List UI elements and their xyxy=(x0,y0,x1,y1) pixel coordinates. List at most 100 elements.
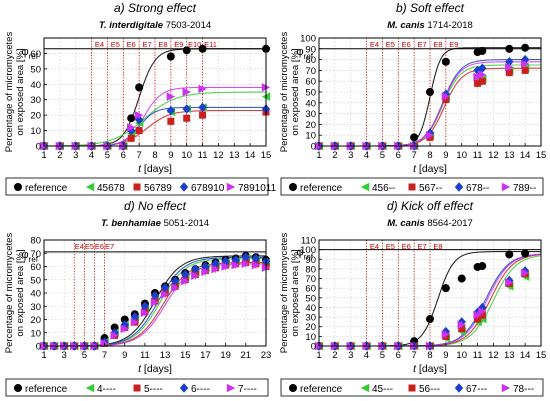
x-tick-label: 5 xyxy=(380,150,385,161)
y-axis-label: Percentage of micromyceteson exposed are… xyxy=(279,32,301,153)
phi-ref-label: φref xyxy=(297,46,314,61)
legend-marker xyxy=(289,183,297,191)
data-point xyxy=(457,320,466,329)
data-point xyxy=(166,52,175,61)
x-tick-label: 2 xyxy=(332,350,337,361)
y-tick-label: 0 xyxy=(36,142,41,153)
series-678-- xyxy=(314,54,530,151)
x-tick-label: 9 xyxy=(168,150,173,161)
x-tick-label: 5 xyxy=(105,150,110,161)
data-point xyxy=(150,290,160,301)
x-tick-label: 17 xyxy=(200,350,211,361)
event-label: E6 xyxy=(402,40,411,49)
event-label: E5 xyxy=(85,242,94,251)
data-point xyxy=(182,87,191,97)
x-axis-label: t [days] xyxy=(138,163,172,175)
data-point xyxy=(478,77,486,85)
x-tick-label: 8 xyxy=(427,150,432,161)
legend-label: reference xyxy=(25,384,68,395)
x-tick-label: 15 xyxy=(536,150,547,161)
data-point xyxy=(241,259,251,269)
y-axis-label-line2: on exposed area [%] xyxy=(290,249,301,336)
event-label: E7 xyxy=(417,242,426,251)
x-tick-label: 11 xyxy=(140,350,150,361)
x-tick-label: 11 xyxy=(473,350,483,361)
x-tick-label: 21 xyxy=(241,350,252,361)
x-tick-label: 12 xyxy=(488,350,499,361)
x-tick-label: 15 xyxy=(180,350,191,361)
legend-marker xyxy=(179,182,189,192)
legend-label: 56--- xyxy=(419,384,440,395)
data-point xyxy=(191,264,200,274)
y-tick-label: 10 xyxy=(30,328,41,339)
data-point xyxy=(110,331,119,340)
y-tick-label: 20 xyxy=(30,315,41,326)
x-axis-var: t xyxy=(138,163,142,175)
x-tick-label: 15 xyxy=(536,350,547,361)
data-point xyxy=(426,315,434,324)
x-tick-label: 3 xyxy=(73,150,78,161)
x-axis-unit: [days] xyxy=(141,163,172,175)
event-label: E6 xyxy=(127,40,136,49)
legend-marker xyxy=(14,183,22,191)
y-axis-label-line1: Percentage of micromycetes xyxy=(4,233,15,354)
data-point xyxy=(198,44,207,53)
data-point xyxy=(521,43,530,52)
y-axis-label: Percentage of micromyceteson exposed are… xyxy=(4,233,26,354)
legend-label: 678-- xyxy=(466,183,489,194)
data-point xyxy=(198,102,207,113)
x-tick-label: 13 xyxy=(160,350,171,361)
data-point xyxy=(520,268,530,277)
x-tick-label: 9 xyxy=(443,350,448,361)
panel-title: d) No effect xyxy=(124,199,187,213)
y-axis-label-line1: Percentage of micromycetes xyxy=(4,32,15,153)
y-tick-label: 40 xyxy=(30,80,41,91)
phi-symbol: φ xyxy=(22,46,29,58)
data-point xyxy=(521,249,530,258)
data-point xyxy=(505,278,514,287)
data-point xyxy=(521,66,529,74)
legend-marker xyxy=(179,383,189,393)
chart-title-strain: 1714-2018 xyxy=(425,20,473,31)
legend-label: 5---- xyxy=(144,384,163,395)
y-tick-label: 10 xyxy=(30,126,41,137)
x-tick-label: 2 xyxy=(332,150,337,161)
chart-panel-3: d) No effect T. benhamiae 5051-2014 E4 E5 E6… xyxy=(4,199,271,397)
data-point xyxy=(441,330,451,339)
legend: reference 456-- 567-- 678-- 789-- xyxy=(280,177,544,196)
x-axis-unit: [days] xyxy=(416,363,447,375)
x-tick-label: 1 xyxy=(41,350,46,361)
data-point xyxy=(181,269,190,280)
x-tick-label: 7 xyxy=(411,150,416,161)
phi-sub: ref xyxy=(304,52,314,61)
event-label: E4 xyxy=(75,242,84,251)
data-point xyxy=(441,57,450,66)
series-789-- xyxy=(314,59,530,151)
event-label: E7 xyxy=(105,242,114,251)
data-point xyxy=(474,79,482,87)
data-point xyxy=(166,92,176,101)
legend-label: 7---- xyxy=(238,384,257,395)
y-tick-label: 20 xyxy=(305,120,316,131)
x-tick-label: 5 xyxy=(82,350,87,361)
data-point xyxy=(251,260,261,270)
phi-ref-label: φref xyxy=(297,247,314,262)
legend-marker xyxy=(85,182,95,192)
data-point xyxy=(473,310,482,320)
y-tick-label: 0 xyxy=(311,142,316,153)
legend-marker xyxy=(501,182,511,192)
data-point xyxy=(231,260,240,270)
phi-symbol: φ xyxy=(297,46,304,58)
data-point xyxy=(478,311,486,319)
data-point xyxy=(170,276,180,286)
chart-title-species: M. canis xyxy=(387,20,425,31)
legend-label: 4---- xyxy=(97,384,116,395)
x-tick-label: 15 xyxy=(261,150,272,161)
legend-label: 7891011 xyxy=(238,183,277,194)
phi-sub: ref xyxy=(304,253,314,262)
data-point xyxy=(201,267,210,276)
event-label: E11 xyxy=(204,40,217,49)
legend-marker xyxy=(226,182,236,192)
y-tick-label: 60 xyxy=(305,77,316,88)
